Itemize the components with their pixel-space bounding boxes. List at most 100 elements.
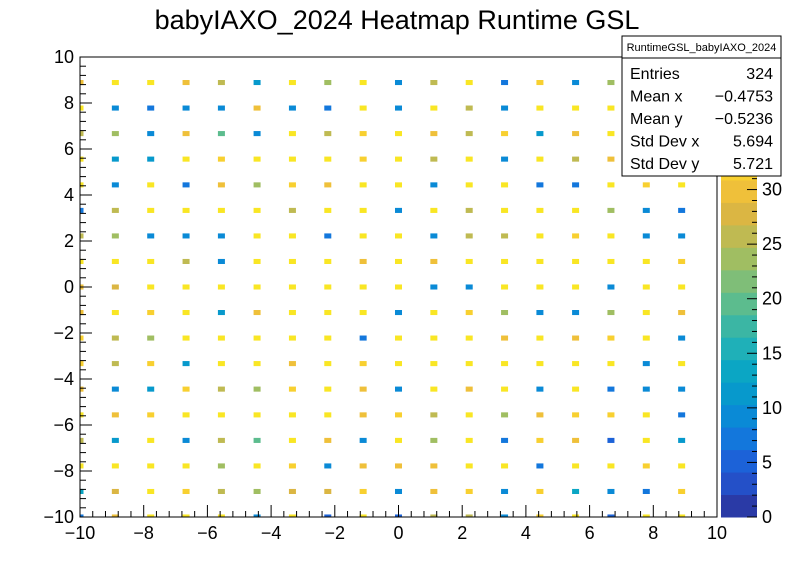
- stats-row-value: −0.4753: [715, 89, 773, 106]
- palette-swatch: [721, 382, 757, 406]
- heatmap-cell: [607, 284, 615, 290]
- heatmap-cell: [80, 412, 84, 418]
- heatmap-cell: [182, 156, 190, 162]
- heatmap-cell: [253, 361, 261, 367]
- heatmap-cell: [324, 207, 332, 213]
- heatmap-cell: [572, 80, 580, 86]
- heatmap-cell: [80, 310, 84, 316]
- x-tick-label: 0: [393, 523, 403, 543]
- heatmap-cell: [253, 310, 261, 316]
- heatmap-cell: [359, 105, 367, 111]
- heatmap-cell: [394, 207, 403, 213]
- heatmap-cell: [217, 463, 225, 469]
- heatmap-cell: [536, 361, 544, 367]
- heatmap-cell: [536, 488, 544, 494]
- heatmap-cell: [394, 284, 403, 290]
- heatmap-cell: [642, 258, 650, 264]
- palette-swatch: [721, 179, 757, 203]
- heatmap-cell: [501, 437, 509, 443]
- heatmap-cell: [217, 412, 225, 418]
- heatmap-cell: [678, 488, 686, 494]
- heatmap-cell: [359, 207, 367, 213]
- heatmap-cell: [430, 80, 438, 86]
- stats-row-value: −0.5236: [715, 111, 773, 128]
- heatmap-cell: [678, 182, 686, 188]
- heatmap-cell: [288, 131, 296, 137]
- heatmap-cell: [217, 386, 225, 392]
- heatmap-cell: [288, 514, 296, 517]
- heatmap-cell: [111, 463, 119, 469]
- heatmap-cell: [465, 514, 473, 517]
- heatmap-cell: [465, 437, 473, 443]
- heatmap-cell: [501, 156, 509, 162]
- heatmap-cell: [359, 310, 367, 316]
- heatmap-cell: [324, 386, 332, 392]
- heatmap-cell: [501, 514, 509, 517]
- x-tick-label: −10: [65, 523, 96, 543]
- heatmap-cell: [359, 488, 367, 494]
- heatmap-cell: [642, 182, 650, 188]
- y-tick-label: 2: [64, 231, 74, 251]
- heatmap-cell: [465, 105, 473, 111]
- heatmap-cell: [217, 514, 225, 517]
- heatmap-cell: [572, 105, 580, 111]
- heatmap-cell: [147, 335, 155, 341]
- heatmap-cell: [465, 361, 473, 367]
- heatmap-cell: [111, 310, 119, 316]
- heatmap-cell: [678, 258, 686, 264]
- heatmap-cell: [607, 233, 615, 239]
- heatmap-cell: [642, 233, 650, 239]
- heatmap-cell: [253, 80, 261, 86]
- heatmap-cell: [536, 284, 544, 290]
- heatmap-cell: [465, 233, 473, 239]
- heatmap-cell: [642, 386, 650, 392]
- heatmap-cell: [394, 156, 403, 162]
- heatmap-cell: [501, 310, 509, 316]
- heatmap-cell: [572, 335, 580, 341]
- heatmap-cell: [288, 437, 296, 443]
- heatmap-cell: [182, 233, 190, 239]
- heatmap-cell: [80, 361, 84, 367]
- heatmap-cell: [394, 182, 403, 188]
- x-tick-label: 2: [457, 523, 467, 543]
- heatmap-cell: [501, 463, 509, 469]
- stats-row-label: Std Dev x: [630, 134, 699, 151]
- heatmap-cell: [253, 437, 261, 443]
- heatmap-cell: [324, 488, 332, 494]
- y-tick-label: 6: [64, 139, 74, 159]
- heatmap-cell: [253, 207, 261, 213]
- heatmap-cell: [572, 412, 580, 418]
- heatmap-cell: [182, 463, 190, 469]
- heatmap-cell: [217, 437, 225, 443]
- palette-tick-label: 10: [762, 398, 782, 418]
- heatmap-cell: [572, 386, 580, 392]
- palette-swatch: [721, 449, 757, 473]
- heatmap-cell: [253, 463, 261, 469]
- heatmap-cell: [678, 437, 686, 443]
- heatmap-cell: [111, 182, 119, 188]
- heatmap-cell: [288, 335, 296, 341]
- palette-tick-label: 5: [762, 452, 772, 472]
- heatmap-cell: [217, 335, 225, 341]
- heatmap-cell: [288, 412, 296, 418]
- heatmap-cell: [288, 207, 296, 213]
- heatmap-cell: [80, 258, 84, 264]
- heatmap-cell: [288, 284, 296, 290]
- y-tick-label: −10: [43, 507, 74, 527]
- heatmap-cell: [572, 488, 580, 494]
- heatmap-cell: [607, 207, 615, 213]
- stats-box: RuntimeGSL_babyIAXO_2024 Entries 324 Mean …: [621, 35, 782, 177]
- heatmap-cell: [147, 412, 155, 418]
- heatmap-cell: [394, 412, 403, 418]
- heatmap-cell: [253, 233, 261, 239]
- palette-swatch: [721, 427, 757, 451]
- heatmap-cell: [572, 463, 580, 469]
- heatmap-cell: [359, 233, 367, 239]
- heatmap-cell: [430, 386, 438, 392]
- heatmap-cell: [430, 412, 438, 418]
- heatmap-cell: [430, 463, 438, 469]
- heatmap-cell: [111, 514, 119, 517]
- heatmap-cell: [501, 284, 509, 290]
- palette-swatch: [721, 292, 757, 316]
